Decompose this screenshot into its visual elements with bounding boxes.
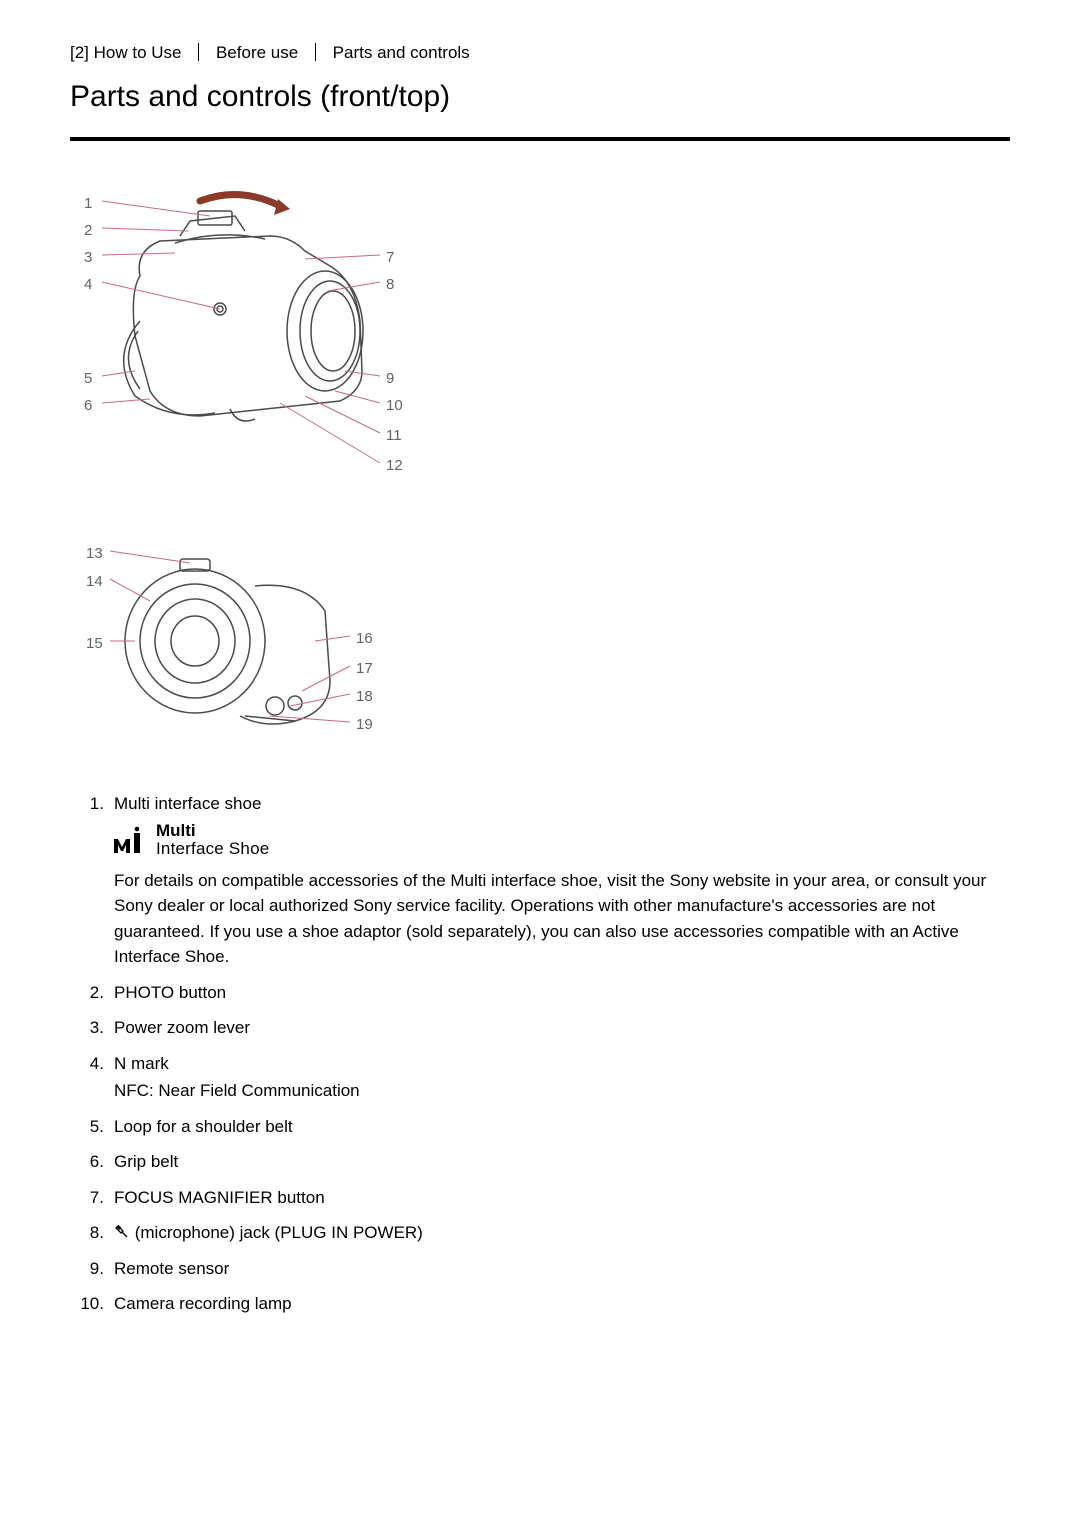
breadcrumb-item: Parts and controls [333,43,470,62]
list-item-detail: For details on compatible accessories of… [114,868,1010,970]
list-item-label: PHOTO button [114,983,226,1002]
list-item-label: FOCUS MAGNIFIER button [114,1188,325,1207]
list-item-label: Loop for a shoulder belt [114,1117,293,1136]
title-rule [70,137,1010,141]
callout-number: 1 [84,193,92,216]
list-item: N mark NFC: Near Field Communication [70,1051,1010,1104]
callout-number: 14 [86,571,103,594]
callout-number: 8 [386,274,394,297]
list-item: Remote sensor [70,1256,1010,1282]
callout-number: 16 [356,628,373,651]
callout-number: 11 [386,425,402,448]
list-item-label: Power zoom lever [114,1018,250,1037]
list-item: Grip belt [70,1149,1010,1175]
list-item: Power zoom lever [70,1015,1010,1041]
callout-number: 13 [86,543,103,566]
breadcrumb-separator [198,43,199,61]
parts-list: Multi interface shoe Multi Interface Sho… [70,791,1010,1317]
list-item-label: Camera recording lamp [114,1294,292,1313]
callout-number: 4 [84,274,92,297]
callout-number: 19 [356,714,373,737]
microphone-icon [114,1223,135,1242]
diagram-front-top-2: 13 14 15 16 17 18 19 [80,531,400,751]
breadcrumb-item: Before use [216,43,298,62]
list-item: FOCUS MAGNIFIER button [70,1185,1010,1211]
breadcrumb-separator [315,43,316,61]
callout-number: 5 [84,368,92,391]
list-item: Camera recording lamp [70,1291,1010,1317]
multi-interface-shoe-logo: Multi Interface Shoe [114,822,1010,858]
callout-number: 17 [356,658,373,681]
list-item: (microphone) jack (PLUG IN POWER) [70,1220,1010,1246]
callout-number: 6 [84,395,92,418]
breadcrumb: [2] How to Use Before use Parts and cont… [70,40,1010,66]
callout-number: 3 [84,247,92,270]
list-item-label: (microphone) jack (PLUG IN POWER) [135,1223,423,1242]
logo-text-line: Multi [156,822,269,840]
logo-text-line: Interface Shoe [156,840,269,858]
list-item-label: Remote sensor [114,1259,229,1278]
breadcrumb-item: [2] How to Use [70,43,182,62]
callout-number: 9 [386,368,394,391]
callout-number: 15 [86,633,103,656]
callout-number: 12 [386,455,403,478]
callout-number: 7 [386,247,394,270]
page-title: Parts and controls (front/top) [70,74,1010,119]
list-item-sub: NFC: Near Field Communication [114,1078,1010,1104]
diagram-front-top-1: 1 2 3 4 5 6 7 8 9 10 11 12 [80,181,420,491]
callout-number: 18 [356,686,373,709]
callout-number: 10 [386,395,403,418]
list-item: PHOTO button [70,980,1010,1006]
callout-number: 2 [84,220,92,243]
list-item-label: Multi interface shoe [114,794,261,813]
list-item: Loop for a shoulder belt [70,1114,1010,1140]
list-item: Multi interface shoe Multi Interface Sho… [70,791,1010,970]
list-item-label: N mark [114,1054,169,1073]
list-item-label: Grip belt [114,1152,178,1171]
